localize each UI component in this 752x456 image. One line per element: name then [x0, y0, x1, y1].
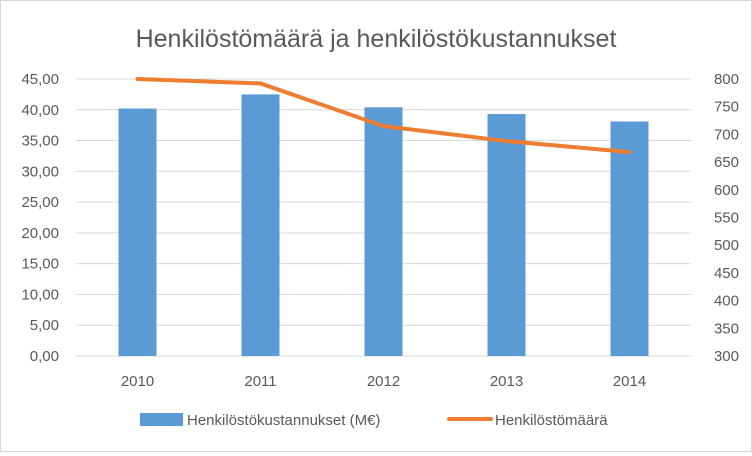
- legend-line-label: Henkilöstömäärä: [495, 412, 608, 429]
- bar: [487, 114, 526, 356]
- x-axis: 2010 2011 2012 2013 2014: [121, 373, 646, 390]
- left-axis-tick-label: 45,00: [21, 71, 59, 88]
- right-axis-tick-label: 650: [714, 154, 739, 171]
- series-line: [135, 77, 632, 155]
- x-axis-tick-label: 2011: [244, 373, 276, 390]
- left-axis-tick-label: 15,00: [21, 256, 59, 273]
- left-axis-tick-label: 35,00: [21, 133, 59, 150]
- right-axis: 300 350 400 450 500 550 600 650 700 750 800: [714, 71, 739, 365]
- left-axis-tick-label: 30,00: [21, 163, 59, 180]
- left-axis-tick-label: 40,00: [21, 102, 59, 119]
- right-axis-tick-label: 400: [714, 293, 739, 310]
- left-axis-tick-label: 5,00: [30, 317, 59, 334]
- right-axis-tick-label: 450: [714, 265, 739, 282]
- x-axis-tick-label: 2012: [367, 373, 400, 390]
- right-axis-tick-label: 750: [714, 99, 739, 116]
- legend: Henkilöstökustannukset (M€) Henkilöstömä…: [140, 412, 608, 429]
- right-axis-tick-label: 600: [714, 182, 739, 199]
- right-axis-tick-label: 350: [714, 320, 739, 337]
- left-axis-tick-label: 0,00: [30, 348, 59, 365]
- chart-title: Henkilöstömäärä ja henkilöstökustannukse…: [136, 25, 617, 53]
- x-axis-tick-label: 2014: [613, 373, 646, 390]
- left-axis-tick-label: 25,00: [21, 194, 59, 211]
- line-series: [135, 77, 632, 155]
- left-axis-tick-label: 20,00: [21, 225, 59, 242]
- bar: [364, 107, 403, 356]
- right-axis-tick-label: 500: [714, 237, 739, 254]
- right-axis-tick-label: 800: [714, 71, 739, 88]
- x-axis-tick-label: 2010: [121, 373, 154, 390]
- legend-bar-swatch: [140, 413, 183, 426]
- bar-series: [118, 94, 649, 357]
- left-axis: 0,00 5,00 10,00 15,00 20,00 25,00 30,00 35,00 40…: [21, 71, 59, 365]
- bar: [610, 121, 649, 357]
- bar: [241, 94, 280, 356]
- right-axis-tick-label: 550: [714, 210, 739, 227]
- bar: [118, 108, 157, 357]
- right-axis-tick-label: 300: [714, 348, 739, 365]
- left-axis-tick-label: 10,00: [21, 286, 59, 303]
- right-axis-tick-label: 700: [714, 126, 739, 143]
- x-axis-tick-label: 2013: [490, 373, 523, 390]
- legend-bar-label: Henkilöstökustannukset (M€): [187, 412, 380, 429]
